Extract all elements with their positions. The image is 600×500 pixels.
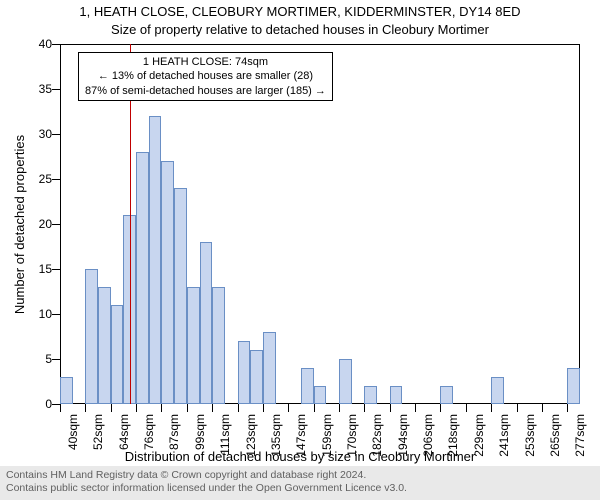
histogram-bar [187,287,200,404]
histogram-bar [60,377,73,404]
y-tick [52,89,60,90]
y-tick [52,314,60,315]
x-tick [517,404,518,412]
plot-area: 051015202530354040sqm52sqm64sqm76sqm87sq… [60,44,580,404]
y-tick-label: 20 [22,217,52,231]
y-tick [52,224,60,225]
x-tick [85,404,86,412]
x-tick [364,404,365,412]
histogram-bar [136,152,149,404]
histogram-bar [301,368,314,404]
chart-title-address: 1, HEATH CLOSE, CLEOBURY MORTIMER, KIDDE… [0,4,600,19]
histogram-bar [149,116,162,404]
x-tick [161,404,162,412]
y-tick [52,269,60,270]
histogram-bar [339,359,352,404]
y-tick [52,179,60,180]
footer-attribution: Contains HM Land Registry data © Crown c… [0,466,600,500]
y-tick [52,134,60,135]
histogram-bar [567,368,580,404]
annotation-line-1: 1 HEATH CLOSE: 74sqm [85,55,326,69]
x-tick [567,404,568,412]
histogram-bar [250,350,263,404]
x-tick [491,404,492,412]
y-tick [52,359,60,360]
histogram-bar [238,341,251,404]
y-tick-label: 40 [22,37,52,51]
x-tick [111,404,112,412]
x-tick [339,404,340,412]
histogram-bar [440,386,453,404]
annotation-line-3: 87% of semi-detached houses are larger (… [85,84,326,98]
y-tick-label: 30 [22,127,52,141]
histogram-bar [390,386,403,404]
histogram-bar [212,287,225,404]
histogram-bar [314,386,327,404]
x-tick [314,404,315,412]
x-tick [212,404,213,412]
histogram-bar [491,377,504,404]
x-tick [542,404,543,412]
x-tick [60,404,61,412]
annotation-line-2: ← 13% of detached houses are smaller (28… [85,69,326,83]
chart-container: 1, HEATH CLOSE, CLEOBURY MORTIMER, KIDDE… [0,0,600,500]
y-tick-label: 10 [22,307,52,321]
histogram-bar [85,269,98,404]
x-tick [288,404,289,412]
histogram-bar [161,161,174,404]
annotation-box: 1 HEATH CLOSE: 74sqm← 13% of detached ho… [78,52,333,101]
x-tick [390,404,391,412]
x-tick [466,404,467,412]
y-tick-label: 25 [22,172,52,186]
y-tick [52,44,60,45]
x-axis-title: Distribution of detached houses by size … [0,449,600,464]
x-tick [440,404,441,412]
histogram-bar [200,242,213,404]
histogram-bar [111,305,124,404]
x-tick [187,404,188,412]
y-tick-label: 35 [22,82,52,96]
y-tick-label: 0 [22,397,52,411]
chart-title-subtitle: Size of property relative to detached ho… [0,22,600,37]
x-tick [263,404,264,412]
x-tick [238,404,239,412]
footer-line-1: Contains HM Land Registry data © Crown c… [6,469,594,482]
histogram-bar [174,188,187,404]
y-tick-label: 15 [22,262,52,276]
histogram-bar [364,386,377,404]
y-tick-label: 5 [22,352,52,366]
x-tick [415,404,416,412]
x-tick [136,404,137,412]
y-tick [52,404,60,405]
footer-line-2: Contains public sector information licen… [6,482,594,495]
histogram-bar [98,287,111,404]
histogram-bar [263,332,276,404]
